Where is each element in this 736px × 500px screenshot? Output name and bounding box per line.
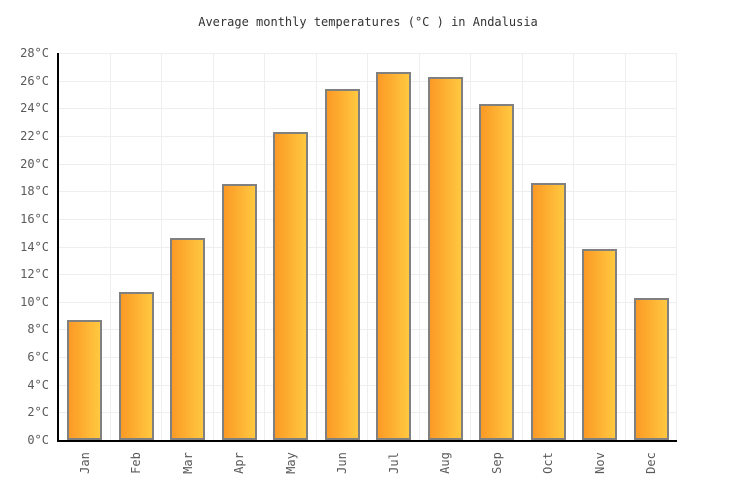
bar-feb [118, 292, 154, 440]
h-gridline [59, 246, 677, 248]
h-gridline [59, 191, 677, 193]
h-gridline [59, 80, 677, 82]
h-gridline [59, 53, 677, 54]
bar-jun [324, 88, 360, 440]
bar-jan [67, 319, 103, 440]
y-tick-label: 18°C [20, 184, 49, 199]
bar-dec [633, 297, 669, 440]
h-gridline [59, 357, 677, 359]
v-gridline [109, 53, 111, 440]
x-tick-label-apr: Apr [232, 452, 247, 474]
y-tick-label: 2°C [27, 405, 49, 420]
x-tick-label-jun: Jun [335, 452, 350, 474]
v-gridline [521, 53, 523, 440]
y-tick-label: 4°C [27, 377, 49, 392]
x-tick-label-jan: Jan [77, 452, 92, 474]
bar-mar [170, 238, 206, 440]
x-tick-label-aug: Aug [438, 452, 453, 474]
h-gridline [59, 108, 677, 110]
bar-jul [376, 72, 412, 440]
y-tick-label: 6°C [27, 350, 49, 365]
x-tick-label-sep: Sep [489, 452, 504, 474]
h-gridline [59, 274, 677, 276]
v-gridline [212, 53, 214, 440]
y-tick-label: 14°C [20, 239, 49, 254]
x-tick-label-mar: Mar [180, 452, 195, 474]
bar-may [273, 131, 309, 440]
x-tick-label-dec: Dec [644, 452, 659, 474]
v-gridline [161, 53, 162, 440]
h-gridline [59, 384, 677, 386]
y-tick-label: 28°C [20, 46, 49, 60]
y-tick-label: 26°C [20, 73, 49, 88]
y-axis-line [57, 53, 59, 440]
chart-title: Average monthly temperatures (°C ) in An… [198, 15, 538, 29]
x-tick-label-nov: Nov [592, 452, 607, 474]
y-tick-label: 10°C [20, 294, 49, 309]
h-gridline [59, 329, 677, 331]
y-tick-label: 22°C [20, 128, 49, 143]
x-tick-label-may: May [283, 452, 298, 474]
v-gridline [315, 53, 317, 440]
v-gridline [264, 53, 265, 440]
bar-nov [582, 249, 618, 440]
v-gridline [573, 53, 574, 440]
v-gridline [676, 53, 677, 440]
bar-apr [221, 184, 257, 440]
x-tick-label-jul: Jul [386, 452, 401, 474]
plot-area: 0°C 2°C 4°C 6°C 8°C 10°C 12°C 14°C 16°C 18°C 20°C 2… [20, 47, 677, 474]
y-tick-label: 20°C [20, 156, 49, 171]
x-axis-line [57, 440, 677, 442]
bar-oct [530, 182, 566, 440]
y-tick-label: 16°C [20, 211, 49, 226]
bar-aug [427, 76, 463, 440]
h-gridline [59, 412, 677, 414]
y-tick-label: 0°C [27, 433, 49, 447]
h-gridline [59, 135, 677, 137]
v-gridline [470, 53, 471, 440]
y-tick-label: 8°C [27, 322, 49, 337]
x-tick-label-oct: Oct [541, 452, 556, 474]
y-tick-label: 12°C [20, 267, 49, 282]
h-gridline [59, 218, 677, 220]
h-gridline [59, 301, 677, 303]
v-gridline [418, 53, 420, 440]
v-gridline [367, 53, 368, 440]
x-tick-label-feb: Feb [129, 452, 144, 474]
h-gridline [59, 163, 677, 165]
v-gridline [624, 53, 626, 440]
bar-sep [479, 104, 515, 440]
y-tick-label: 24°C [20, 101, 49, 116]
